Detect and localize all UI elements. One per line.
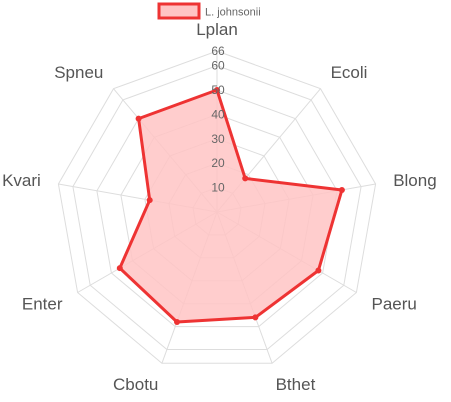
series-layer bbox=[116, 87, 345, 325]
legend: L. johnsonii bbox=[157, 2, 261, 20]
data-point-cbotu bbox=[174, 319, 180, 325]
category-labels: Lplan Ecoli Blong Paeru Bthet Cbotu Enter Kvari… bbox=[2, 20, 437, 394]
legend-series-label: L. johnsonii bbox=[205, 7, 261, 19]
category-label-lplan: Lplan bbox=[196, 20, 238, 39]
category-label-spneu: Spneu bbox=[54, 63, 103, 82]
category-label-kvari: Kvari bbox=[2, 171, 41, 190]
data-point-spneu bbox=[135, 115, 142, 122]
grid-ring-5 bbox=[72, 65, 362, 350]
category-label-blong: Blong bbox=[393, 171, 436, 190]
tick-label-50: 50 bbox=[211, 83, 225, 97]
tick-label-10: 10 bbox=[211, 181, 225, 195]
category-label-bthet: Bthet bbox=[276, 375, 316, 394]
category-label-ecoli: Ecoli bbox=[331, 63, 368, 82]
category-label-paeru: Paeru bbox=[372, 295, 417, 314]
tick-label-30: 30 bbox=[211, 132, 225, 146]
tick-label-20: 20 bbox=[211, 156, 225, 170]
data-point-blong bbox=[338, 187, 345, 193]
tick-label-60: 60 bbox=[211, 59, 225, 73]
category-label-cbotu: Cbotu bbox=[113, 375, 158, 394]
data-point-bthet bbox=[252, 314, 259, 321]
data-point-ecoli bbox=[242, 175, 249, 182]
grid-ring-4 bbox=[96, 89, 338, 328]
data-point-kvari bbox=[146, 197, 153, 204]
data-point-lplan bbox=[214, 87, 220, 93]
legend-swatch bbox=[157, 2, 201, 20]
grid-ring-6 bbox=[57, 50, 377, 364]
category-label-enter: Enter bbox=[22, 295, 63, 314]
data-point-paeru bbox=[315, 267, 322, 274]
data-point-enter bbox=[116, 265, 123, 272]
series-area-0 bbox=[118, 88, 344, 324]
tick-label-66: 66 bbox=[211, 44, 225, 58]
tick-label-40: 40 bbox=[211, 107, 225, 121]
